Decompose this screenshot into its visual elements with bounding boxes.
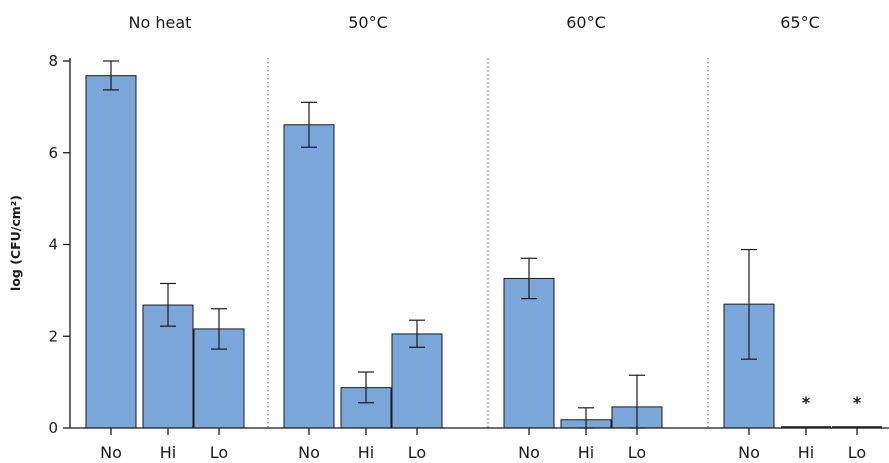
x-tick-label: Lo [628, 443, 646, 462]
x-tick-label: No [518, 443, 540, 462]
x-tick-label: No [100, 443, 122, 462]
y-tick-label: 6 [48, 144, 58, 162]
x-tick-label: Lo [848, 443, 866, 462]
bar [391, 333, 443, 429]
significance-marker: * [802, 393, 811, 412]
panel-title: No heat [129, 13, 192, 32]
bar [503, 277, 555, 429]
bar [85, 75, 137, 429]
x-tick-label: No [738, 443, 760, 462]
bars-layer [85, 75, 882, 429]
x-tick-label: Hi [358, 443, 374, 462]
x-tick-label: No [298, 443, 320, 462]
panel-title: 50°C [348, 13, 388, 32]
x-tick-label: Hi [798, 443, 814, 462]
x-tick-label: Lo [210, 443, 228, 462]
y-axis-title: log (CFU/cm²) [8, 195, 23, 291]
x-tick-label: Hi [578, 443, 594, 462]
y-tick-label: 0 [48, 419, 58, 437]
significance-marker: * [853, 393, 862, 412]
y-tick-label: 2 [48, 327, 58, 345]
panel-title: 60°C [566, 13, 606, 32]
x-tick-label: Hi [160, 443, 176, 462]
y-tick-label: 8 [48, 52, 58, 70]
axes-layer [63, 58, 889, 435]
bar [283, 124, 335, 429]
panel-dividers [267, 58, 709, 428]
panel-title: 65°C [780, 13, 820, 32]
error-bars-layer [103, 60, 757, 429]
y-tick-label: 4 [48, 236, 58, 254]
labels-layer: 0 2 4 6 8 No heat No Hi Lo 50°C No Hi Lo 60°C No Hi Lo 65… [48, 13, 866, 462]
x-tick-label: Lo [408, 443, 426, 462]
